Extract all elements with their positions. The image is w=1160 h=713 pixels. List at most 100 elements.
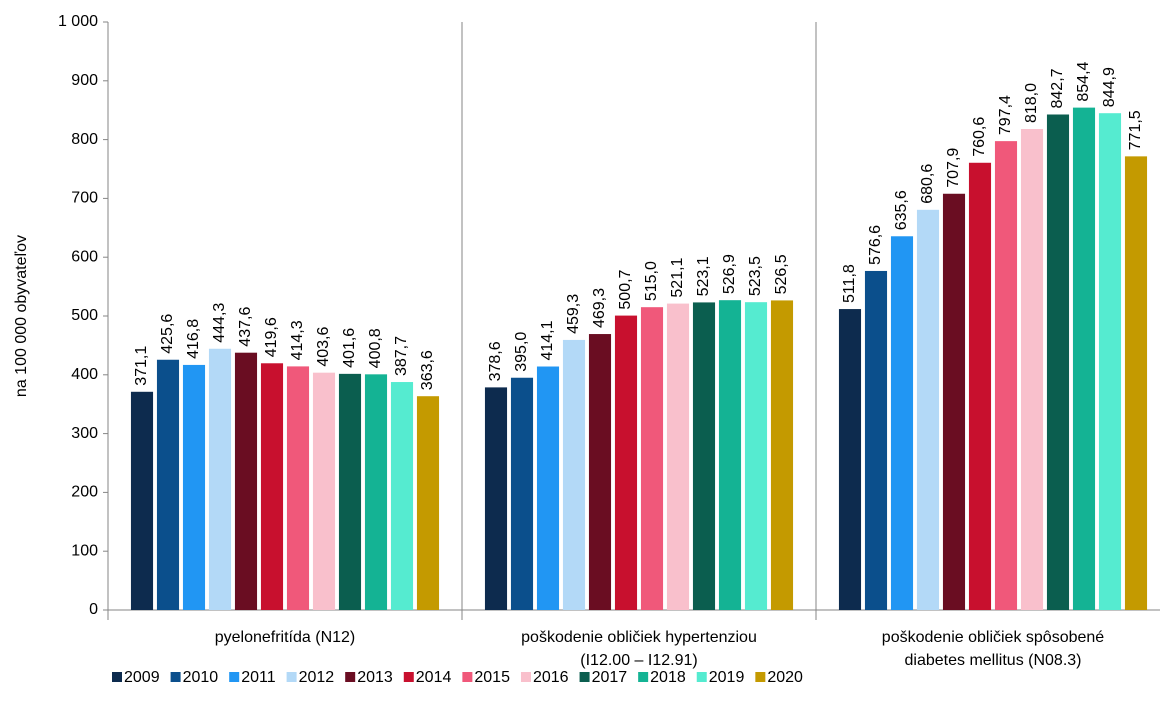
value-label: 414,3 bbox=[289, 320, 306, 360]
value-label: 818,0 bbox=[1023, 83, 1040, 123]
bar bbox=[770, 300, 794, 610]
value-label: 416,8 bbox=[185, 319, 202, 359]
legend-label: 2020 bbox=[767, 669, 803, 686]
bar bbox=[1020, 129, 1044, 611]
bar bbox=[838, 309, 862, 610]
bar bbox=[640, 307, 664, 610]
legend-label: 2018 bbox=[650, 669, 686, 686]
bar bbox=[364, 374, 388, 610]
bar bbox=[338, 373, 362, 610]
value-label: 378,6 bbox=[487, 341, 504, 381]
value-label: 797,4 bbox=[997, 95, 1014, 135]
legend-label: 2014 bbox=[416, 669, 452, 686]
y-tick-label: 400 bbox=[71, 366, 98, 383]
y-axis-label: na 100 000 obyvateľov bbox=[13, 235, 30, 397]
y-tick-label: 600 bbox=[71, 248, 98, 265]
value-label: 523,1 bbox=[695, 256, 712, 296]
legend-label: 2011 bbox=[241, 669, 276, 686]
y-tick-label: 0 bbox=[89, 601, 98, 618]
bar bbox=[234, 352, 258, 610]
legend-swatch bbox=[638, 672, 649, 682]
value-label: 444,3 bbox=[211, 303, 228, 343]
bar bbox=[260, 363, 284, 610]
bar bbox=[562, 339, 586, 610]
legend-label: 2009 bbox=[124, 669, 160, 686]
value-label: 844,9 bbox=[1101, 67, 1118, 107]
value-label: 635,6 bbox=[893, 190, 910, 230]
bar bbox=[744, 302, 768, 610]
value-label: 842,7 bbox=[1049, 68, 1066, 108]
bar bbox=[312, 372, 336, 610]
bar bbox=[916, 209, 940, 611]
value-label: 680,6 bbox=[919, 164, 936, 204]
value-label: 576,6 bbox=[867, 225, 884, 265]
bar bbox=[390, 382, 414, 610]
bar bbox=[692, 302, 716, 610]
y-tick-label: 900 bbox=[71, 72, 98, 89]
y-tick-label: 100 bbox=[71, 542, 98, 559]
x-tick-label: poškodenie obličiek hypertenziou (I12.00… bbox=[521, 629, 757, 669]
bar bbox=[536, 366, 560, 610]
value-label: 403,6 bbox=[315, 327, 332, 367]
legend-swatch bbox=[229, 672, 240, 682]
value-label: 387,7 bbox=[393, 336, 410, 376]
value-label: 395,0 bbox=[513, 332, 530, 372]
legend-swatch bbox=[345, 672, 356, 682]
value-label: 526,5 bbox=[773, 254, 790, 294]
legend-label: 2015 bbox=[474, 669, 510, 686]
bar bbox=[666, 303, 690, 610]
bar bbox=[182, 364, 206, 610]
legend-swatch bbox=[755, 672, 766, 682]
bar bbox=[416, 396, 440, 610]
value-label: 459,3 bbox=[565, 294, 582, 334]
legend-label: 2017 bbox=[592, 669, 628, 686]
bar bbox=[208, 348, 232, 610]
bar bbox=[286, 366, 310, 610]
legend-label: 2010 bbox=[183, 669, 219, 686]
legend-swatch bbox=[286, 672, 297, 682]
legend-swatch bbox=[520, 672, 531, 682]
value-label: 419,6 bbox=[263, 317, 280, 357]
bar bbox=[1124, 156, 1148, 610]
x-tick-label: pyelonefritída (N12) bbox=[214, 629, 356, 646]
legend-swatch bbox=[170, 672, 181, 682]
bar bbox=[510, 377, 534, 610]
x-tick-label: poškodenie obličiek spôsobené diabetes m… bbox=[881, 629, 1105, 669]
value-label: 401,6 bbox=[341, 328, 358, 368]
value-label: 521,1 bbox=[669, 257, 686, 297]
bar bbox=[942, 193, 966, 610]
legend-swatch bbox=[403, 672, 414, 682]
legend-swatch bbox=[462, 672, 473, 682]
bar bbox=[130, 391, 154, 610]
value-label: 707,9 bbox=[945, 148, 962, 188]
bar bbox=[614, 315, 638, 610]
legend-label: 2016 bbox=[533, 669, 569, 686]
value-label: 363,6 bbox=[419, 350, 436, 390]
legend-label: 2012 bbox=[299, 669, 335, 686]
value-label: 500,7 bbox=[617, 269, 634, 309]
value-label: 515,0 bbox=[643, 261, 660, 301]
legend-swatch bbox=[696, 672, 707, 682]
bar bbox=[1046, 114, 1070, 610]
y-tick-label: 800 bbox=[71, 131, 98, 148]
bar bbox=[864, 270, 888, 610]
value-label: 526,9 bbox=[721, 254, 738, 294]
y-tick-label: 200 bbox=[71, 484, 98, 501]
bar bbox=[718, 300, 742, 610]
bar bbox=[588, 334, 612, 610]
bar bbox=[1072, 107, 1096, 611]
value-label: 371,1 bbox=[133, 346, 150, 386]
value-label: 511,8 bbox=[841, 264, 858, 303]
y-tick-label: 700 bbox=[71, 190, 98, 207]
bar bbox=[994, 141, 1018, 611]
value-label: 523,5 bbox=[747, 256, 764, 296]
value-label: 437,6 bbox=[237, 307, 254, 347]
y-tick-label: 500 bbox=[71, 307, 98, 324]
value-label: 400,8 bbox=[367, 328, 384, 368]
bar bbox=[1098, 113, 1122, 611]
legend-label: 2013 bbox=[357, 669, 393, 686]
value-label: 760,6 bbox=[971, 117, 988, 157]
value-label: 425,6 bbox=[159, 314, 176, 354]
value-label: 771,5 bbox=[1127, 110, 1144, 150]
